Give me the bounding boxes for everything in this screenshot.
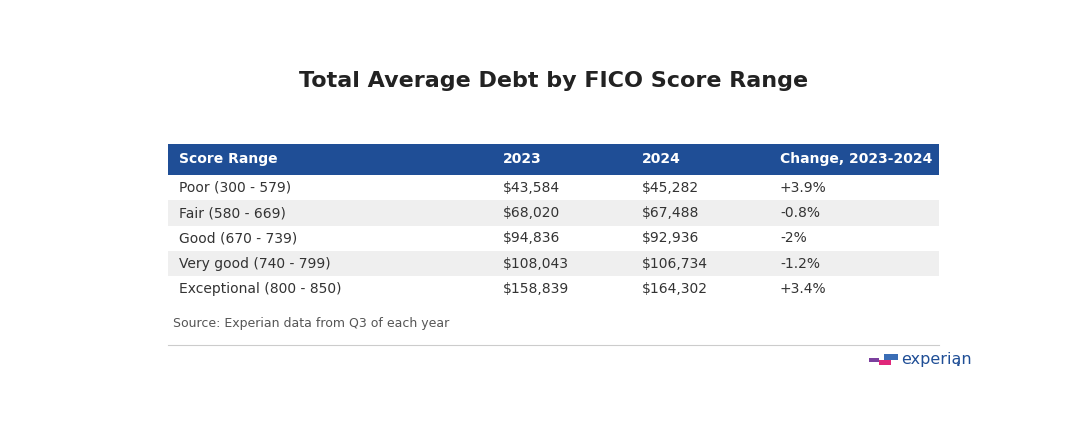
Bar (879, 360, 891, 365)
Text: +3.9%: +3.9% (780, 181, 827, 195)
Bar (168, 226, 939, 251)
Text: $92,936: $92,936 (642, 232, 699, 245)
Text: +3.4%: +3.4% (780, 282, 826, 296)
Bar (168, 144, 939, 175)
Text: $106,734: $106,734 (642, 257, 707, 271)
Text: -2%: -2% (780, 232, 807, 245)
Bar (168, 276, 939, 302)
Text: Poor (300 - 579): Poor (300 - 579) (179, 181, 292, 195)
Text: $43,584: $43,584 (503, 181, 559, 195)
Text: $164,302: $164,302 (642, 282, 707, 296)
Text: Score Range: Score Range (179, 152, 278, 166)
Text: Fair (580 - 669): Fair (580 - 669) (179, 206, 286, 220)
Text: $108,043: $108,043 (503, 257, 569, 271)
Bar (168, 175, 939, 200)
Text: Source: Experian data from Q3 of each year: Source: Experian data from Q3 of each ye… (173, 317, 449, 330)
Text: 2024: 2024 (642, 152, 680, 166)
Text: experian: experian (902, 352, 972, 367)
Text: -1.2%: -1.2% (780, 257, 820, 271)
Text: Change, 2023-2024: Change, 2023-2024 (780, 152, 932, 166)
Text: $67,488: $67,488 (642, 206, 699, 220)
Bar (885, 354, 897, 360)
Text: Good (670 - 739): Good (670 - 739) (179, 232, 298, 245)
Bar (168, 200, 939, 226)
Bar (869, 358, 879, 362)
Text: $94,836: $94,836 (503, 232, 561, 245)
Text: -0.8%: -0.8% (780, 206, 820, 220)
Text: $68,020: $68,020 (503, 206, 561, 220)
Text: 2023: 2023 (503, 152, 541, 166)
Text: Total Average Debt by FICO Score Range: Total Average Debt by FICO Score Range (299, 71, 808, 91)
Text: Exceptional (800 - 850): Exceptional (800 - 850) (179, 282, 342, 296)
Text: Very good (740 - 799): Very good (740 - 799) (179, 257, 330, 271)
Bar (168, 251, 939, 276)
Text: $158,839: $158,839 (503, 282, 569, 296)
Text: .: . (955, 350, 961, 370)
Text: $45,282: $45,282 (642, 181, 699, 195)
